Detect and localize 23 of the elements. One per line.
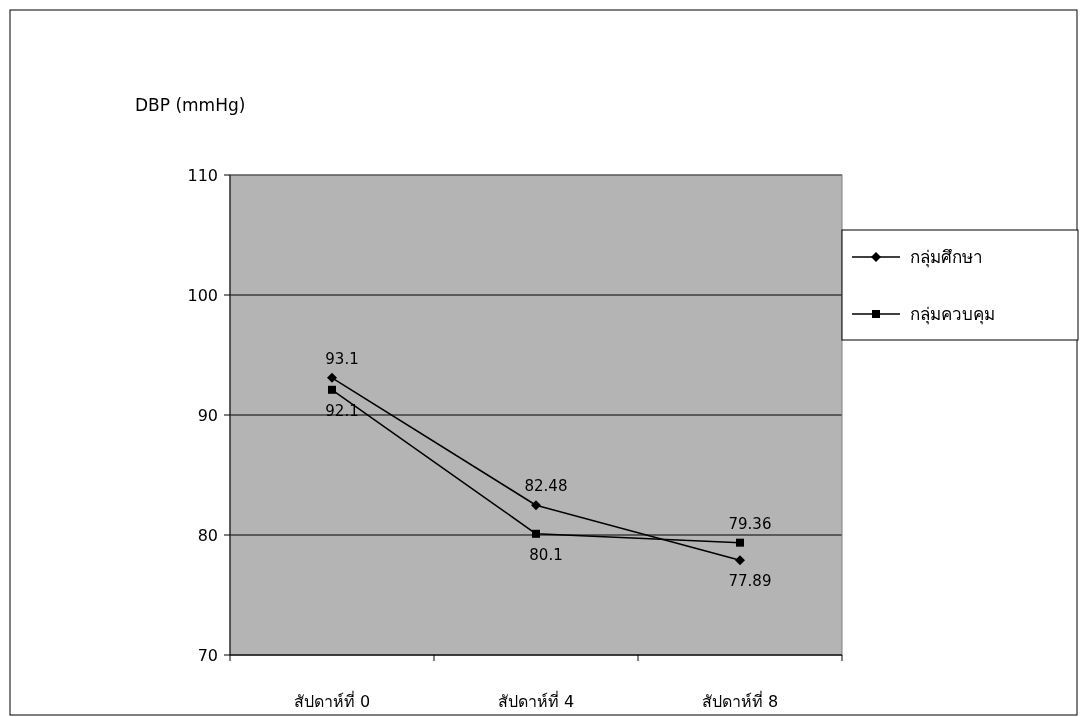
legend-label: กลุ่มควบคุม	[910, 303, 995, 325]
y-tick-label: 110	[187, 165, 218, 185]
x-tick-label: สัปดาห์ที่ 8	[701, 690, 779, 711]
point	[532, 529, 540, 538]
data-label: 82.48	[524, 477, 568, 496]
y-tick-label: 100	[187, 285, 218, 305]
y-tick-label: 80	[197, 525, 218, 545]
y-tick-label: 70	[197, 645, 218, 665]
x-tick-label: สัปดาห์ที่ 4	[497, 690, 575, 711]
y-axis-title: DBP (mmHg)	[135, 95, 246, 115]
data-label: 77.89	[728, 572, 772, 591]
data-label: 93.1	[325, 349, 359, 368]
point	[736, 538, 744, 547]
data-label: 79.36	[728, 514, 772, 533]
point	[327, 372, 337, 383]
data-label: 80.1	[529, 545, 563, 564]
point	[735, 555, 745, 566]
point	[531, 500, 541, 511]
x-tick-label: สัปดาห์ที่ 0	[293, 690, 371, 711]
y-tick-label: 90	[197, 405, 218, 425]
data-label: 92.1	[325, 401, 359, 420]
legend-label: กลุ่มศึกษา	[910, 246, 983, 268]
point	[328, 385, 336, 394]
